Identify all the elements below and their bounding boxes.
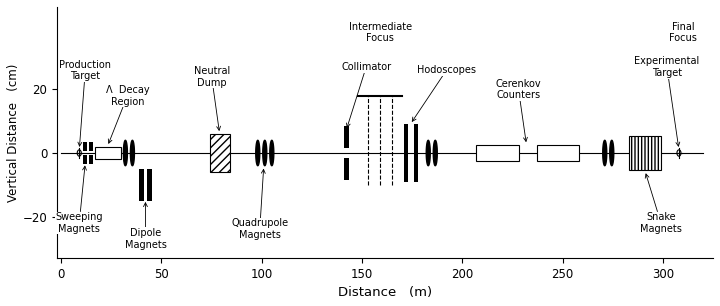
Text: Λ  Decay
Region: Λ Decay Region	[106, 85, 149, 143]
Text: Intermediate
Focus: Intermediate Focus	[348, 21, 412, 43]
Y-axis label: Vertical Distance   (cm): Vertical Distance (cm)	[7, 63, 20, 202]
Text: Snake
Magnets: Snake Magnets	[640, 174, 682, 234]
Bar	[84, 142, 87, 151]
Bar	[89, 155, 93, 164]
Text: Production
Target: Production Target	[59, 60, 112, 146]
Bar	[343, 126, 348, 148]
Bar	[95, 147, 122, 159]
Text: Collimator: Collimator	[341, 62, 391, 127]
Polygon shape	[270, 140, 274, 166]
Text: Neutral
Dump: Neutral Dump	[194, 66, 230, 130]
Polygon shape	[263, 140, 267, 166]
Text: Quadrupole
Magnets: Quadrupole Magnets	[231, 170, 288, 240]
Bar	[404, 125, 408, 181]
Bar	[343, 158, 348, 180]
Text: Cerenkov
Counters: Cerenkov Counters	[495, 79, 541, 141]
Bar	[477, 145, 518, 161]
Text: Hodoscopes: Hodoscopes	[413, 65, 476, 121]
X-axis label: Distance   (m): Distance (m)	[338, 286, 432, 299]
Polygon shape	[123, 140, 127, 166]
Bar	[89, 142, 93, 151]
Polygon shape	[130, 140, 135, 166]
Polygon shape	[610, 140, 613, 166]
Polygon shape	[603, 140, 607, 166]
Text: Dipole
Magnets: Dipole Magnets	[125, 203, 166, 249]
Bar	[629, 136, 661, 170]
Text: Experimental
Target: Experimental Target	[634, 57, 700, 146]
Bar	[210, 134, 230, 172]
Bar	[139, 169, 144, 201]
Bar	[147, 169, 152, 201]
Bar	[414, 125, 418, 181]
Text: Final
Focus: Final Focus	[669, 21, 697, 43]
Polygon shape	[256, 140, 260, 166]
Bar	[84, 155, 87, 164]
Bar	[536, 145, 579, 161]
Polygon shape	[433, 140, 437, 166]
Polygon shape	[426, 140, 431, 166]
Text: Sweeping
Magnets: Sweeping Magnets	[55, 166, 103, 234]
